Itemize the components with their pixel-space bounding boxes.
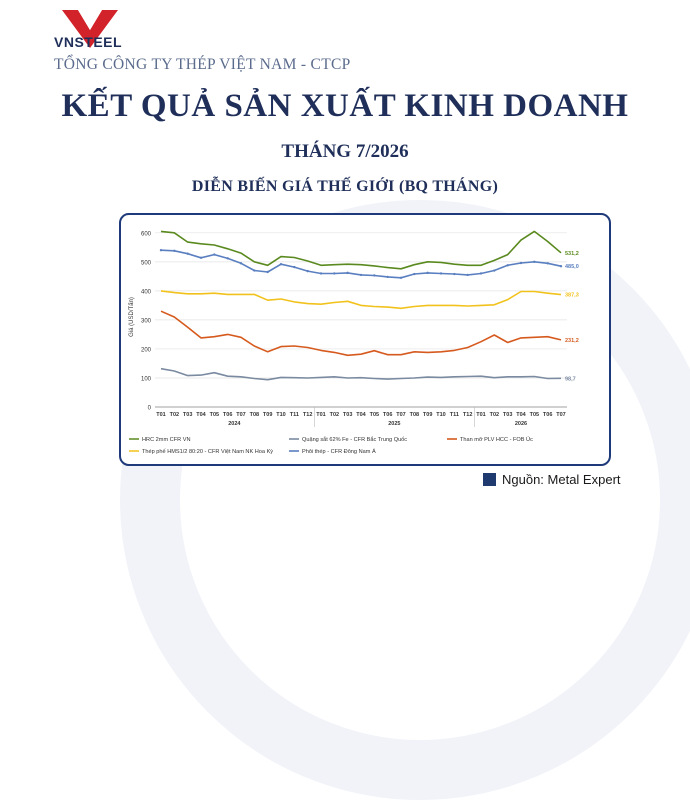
series-point-billet	[359, 273, 363, 277]
price-chart: 0 100 200 300 400 500 600 Giá (USD/Tấn) T01 T02 T0…	[129, 230, 579, 455]
end-value-label-ore: 98,7	[565, 376, 576, 382]
series-point-billet	[533, 260, 536, 264]
series-line-coke	[160, 310, 562, 357]
series-point-billet	[213, 253, 216, 256]
chart-panel: 0 100 200 300 400 500 600 Giá (USD/Tấn) T01 T02 T0…	[119, 213, 611, 466]
y-tick-label: 0	[148, 406, 152, 412]
series-point-billet	[426, 271, 429, 275]
x-tick-label: T09	[263, 412, 272, 418]
x-tick-label: T02	[490, 412, 499, 418]
series-point-billet	[386, 275, 389, 279]
series-point-billet	[453, 272, 456, 276]
end-value-label-coke: 231,2	[565, 338, 579, 344]
source-note: Nguồn: Metal Expert	[483, 472, 621, 487]
x-tick-label: T10	[436, 412, 445, 418]
end-value-label-billet: 485,0	[565, 264, 579, 270]
x-tick-label: T12	[463, 412, 472, 418]
series-point-billet	[279, 262, 283, 266]
x-tick-label: T02	[170, 412, 179, 418]
x-tick-label: T04	[196, 412, 206, 418]
y-tick-label: 600	[141, 231, 152, 237]
vnsteel-logo	[62, 10, 118, 48]
series-point-billet	[399, 276, 403, 280]
logo-text: VNSTEEL	[54, 34, 123, 50]
series-point-billet	[493, 269, 496, 272]
page-subtitle: THÁNG 7/2026	[281, 141, 409, 162]
x-tick-label: T02	[330, 412, 339, 418]
series-point-billet	[226, 257, 229, 260]
series-line-scrap	[160, 290, 562, 310]
x-tick-label: T03	[503, 412, 512, 418]
x-tick-label: T01	[156, 412, 165, 418]
x-tick-label: T06	[383, 412, 392, 418]
y-axis-label: Giá (USD/Tấn)	[129, 297, 135, 337]
series-point-billet	[373, 274, 376, 277]
series-point-billet	[186, 252, 189, 255]
series-point-billet	[199, 256, 203, 259]
x-tick-label: T01	[316, 412, 325, 418]
series-line-ore	[160, 367, 562, 381]
legend-entry-hrc: HRC 2mm CFR VN	[142, 437, 190, 443]
x-tick-label: T03	[343, 412, 352, 418]
legend-entry-scrap: Thép phế HMS1/2 80:20 - CFR Việt Nam NK …	[142, 449, 273, 455]
x-tick-label: T04	[516, 412, 526, 418]
series-point-billet	[439, 272, 443, 275]
x-tick-label: T07	[236, 412, 245, 418]
y-tick-label: 400	[141, 289, 152, 295]
series-point-billet	[266, 270, 269, 274]
series-line-hrc	[160, 230, 562, 270]
year-group-label: 2026	[515, 421, 527, 427]
y-tick-label: 200	[141, 347, 152, 353]
x-tick-label: T09	[423, 412, 432, 418]
series-point-billet	[239, 262, 243, 265]
x-tick-label: T03	[183, 412, 192, 418]
x-tick-label: T11	[290, 412, 299, 418]
x-tick-label: T05	[210, 412, 219, 418]
source-text: Nguồn: Metal Expert	[502, 472, 621, 487]
x-tick-label: T11	[450, 412, 459, 418]
series-point-billet	[413, 272, 416, 276]
series-point-billet	[293, 265, 296, 269]
series-point-billet	[333, 272, 336, 275]
end-value-label-hrc: 531,2	[565, 251, 579, 257]
company-name: TỔNG CÔNG TY THÉP VIỆT NAM - CTCP	[54, 56, 351, 73]
x-tick-label: T07	[556, 412, 565, 418]
year-group-label: 2024	[228, 421, 241, 427]
x-tick-label: T05	[530, 412, 539, 418]
legend-entry-billet: Phôi thép - CFR Đông Nam Á	[302, 448, 376, 455]
y-tick-label: 500	[141, 260, 152, 266]
series-point-billet	[319, 272, 323, 275]
legend-entry-ore: Quặng sắt 62% Fe - CFR Bắc Trung Quốc	[302, 436, 407, 443]
series-point-billet	[479, 272, 483, 275]
series-point-billet	[253, 269, 256, 272]
series-point-billet	[346, 271, 349, 275]
x-tick-label: T04	[356, 412, 366, 418]
x-tick-label: T07	[396, 412, 405, 418]
y-tick-label: 300	[141, 318, 152, 324]
series-point-billet	[173, 249, 176, 253]
x-tick-label: T06	[223, 412, 232, 418]
series-point-billet	[559, 264, 563, 268]
x-tick-label: T08	[250, 412, 259, 418]
section-title: DIỄN BIẾN GIÁ THẾ GIỚI (BQ THÁNG)	[191, 178, 499, 195]
x-tick-label: T12	[303, 412, 312, 418]
legend-entry-coke: Than mỡ PLV HCC - FOB Úc	[460, 436, 533, 443]
page-title: KẾT QUẢ SẢN XUẤT KINH DOANH	[61, 88, 629, 124]
x-tick-label: T10	[276, 412, 285, 418]
source-square-icon	[483, 473, 496, 486]
end-value-label-scrap: 387,3	[565, 293, 579, 299]
series-point-billet	[159, 249, 163, 252]
series-point-billet	[306, 269, 309, 273]
x-tick-label: T08	[410, 412, 419, 418]
series-point-billet	[546, 262, 549, 265]
x-tick-label: T01	[476, 412, 485, 418]
year-group-label: 2025	[388, 421, 400, 427]
series-point-billet	[466, 273, 469, 277]
x-tick-label: T06	[543, 412, 552, 418]
series-point-billet	[519, 261, 523, 265]
y-tick-label: 100	[141, 376, 152, 382]
x-tick-label: T05	[370, 412, 379, 418]
series-point-billet	[506, 264, 509, 267]
